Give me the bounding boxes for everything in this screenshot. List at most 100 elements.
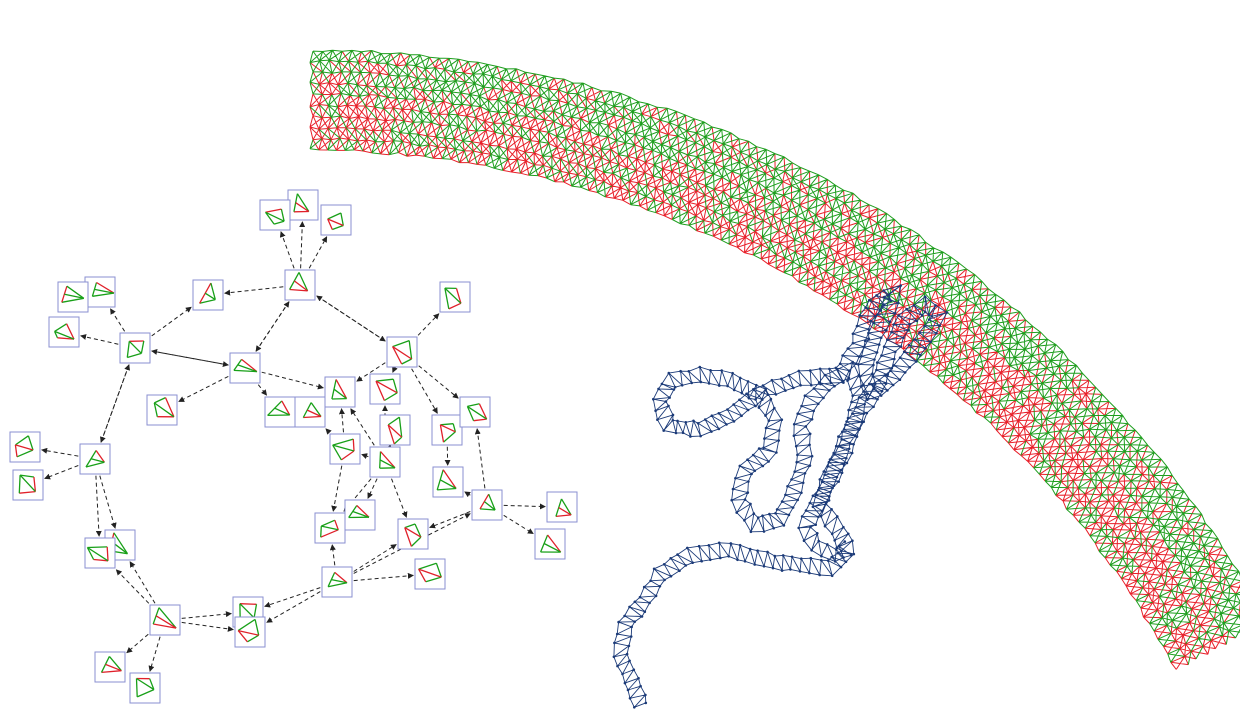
chain-vertex — [771, 566, 775, 570]
node-edge — [90, 458, 105, 463]
chain-vertex — [826, 543, 829, 546]
chain-vertex — [858, 427, 861, 430]
chain-vertex — [835, 475, 839, 479]
graph-node — [431, 414, 463, 446]
node-box — [12, 469, 44, 501]
chain-vertex — [840, 471, 844, 475]
chain-vertex — [719, 556, 722, 560]
chain-vertex — [803, 394, 807, 398]
chain-vertex — [923, 295, 927, 299]
chain-vertex — [880, 389, 884, 393]
chain-vertex — [875, 368, 878, 372]
chain-vertex — [873, 358, 876, 361]
chain-vertex — [811, 505, 815, 509]
chain-vertex — [669, 575, 673, 578]
chain-vertex — [810, 418, 814, 421]
chain-vertex — [629, 635, 633, 638]
node-edge — [153, 402, 158, 417]
chain-vertex — [848, 441, 852, 445]
chain-vertex — [749, 502, 752, 506]
chain-vertex — [851, 332, 855, 336]
node-edge — [87, 546, 109, 562]
node-edge — [478, 403, 488, 420]
chain-vertex — [834, 366, 838, 370]
node-edge — [440, 423, 454, 426]
node-edge — [153, 623, 177, 629]
chain-vertex — [720, 369, 723, 372]
node-edge — [467, 405, 488, 420]
node-edge — [332, 444, 342, 461]
node-edge — [392, 346, 403, 365]
chain-vertex — [761, 464, 765, 468]
chain-vertex — [691, 561, 694, 564]
graph-edge — [503, 514, 534, 535]
chain-vertex — [663, 578, 666, 582]
chain-vertex — [851, 341, 855, 345]
chain-vertex — [740, 391, 744, 395]
chain-vertex — [692, 419, 695, 423]
chain-vertex — [897, 314, 900, 317]
chain-vertex — [681, 431, 685, 435]
node-edge — [241, 358, 258, 373]
chain-vertex — [726, 408, 729, 411]
node-edge — [479, 493, 490, 510]
graph-edge — [367, 478, 378, 499]
graph-node — [432, 466, 464, 498]
chain-vertex — [684, 421, 688, 424]
graph-edge — [95, 475, 102, 537]
chain-vertex — [690, 381, 693, 385]
chain-vertex — [870, 383, 873, 386]
node-edge — [414, 523, 422, 538]
graph-node — [84, 276, 116, 308]
graph-edge — [109, 308, 126, 332]
chain-vertex — [880, 354, 883, 357]
chain-vertex — [804, 509, 808, 512]
chain-vertex — [780, 569, 784, 572]
chain-vertex — [686, 546, 689, 550]
chain-vertex — [865, 411, 869, 415]
node-box — [84, 537, 116, 569]
chain-vertex — [846, 379, 849, 383]
graph-node — [546, 491, 578, 523]
chain-vertex — [743, 498, 747, 501]
chain-vertex — [648, 601, 651, 605]
node-edge — [113, 532, 129, 555]
chain-vertices — [612, 284, 949, 709]
chain-vertex — [912, 304, 916, 307]
graph-node — [320, 204, 352, 236]
chain-vertex — [679, 369, 682, 373]
chain-vertex — [887, 293, 891, 297]
graph-node — [234, 616, 266, 648]
chain-vertex — [836, 515, 839, 518]
chain-vertex — [838, 362, 842, 366]
chain-vertex — [874, 382, 877, 386]
node-edge — [267, 400, 283, 416]
node-edge — [547, 534, 562, 553]
node-edge — [479, 508, 496, 511]
node-box — [431, 414, 463, 446]
chain-vertex — [778, 429, 781, 432]
node-edge — [54, 331, 58, 339]
chain-vertex — [616, 664, 619, 668]
chain-vertex — [872, 387, 875, 391]
chain-vertex — [649, 579, 652, 583]
node-edge — [488, 493, 496, 511]
graph-edges — [41, 221, 546, 672]
chain-vertex — [908, 366, 912, 369]
node-box — [146, 394, 178, 426]
chain-vertex — [832, 484, 836, 488]
chain-vertex — [880, 305, 884, 308]
node-edge — [332, 444, 355, 452]
chain-vertex — [755, 383, 758, 387]
chain-vertex — [822, 470, 826, 473]
node-edge — [375, 380, 385, 401]
node-edge — [298, 272, 309, 292]
graph-edge — [261, 371, 324, 390]
chain-vertex — [731, 487, 735, 491]
graph-edge — [350, 408, 375, 446]
graph-node — [94, 651, 126, 683]
node-edge — [398, 417, 403, 438]
chain-vertex — [732, 388, 736, 392]
chain-vertex — [875, 294, 878, 297]
node-box — [287, 189, 319, 221]
